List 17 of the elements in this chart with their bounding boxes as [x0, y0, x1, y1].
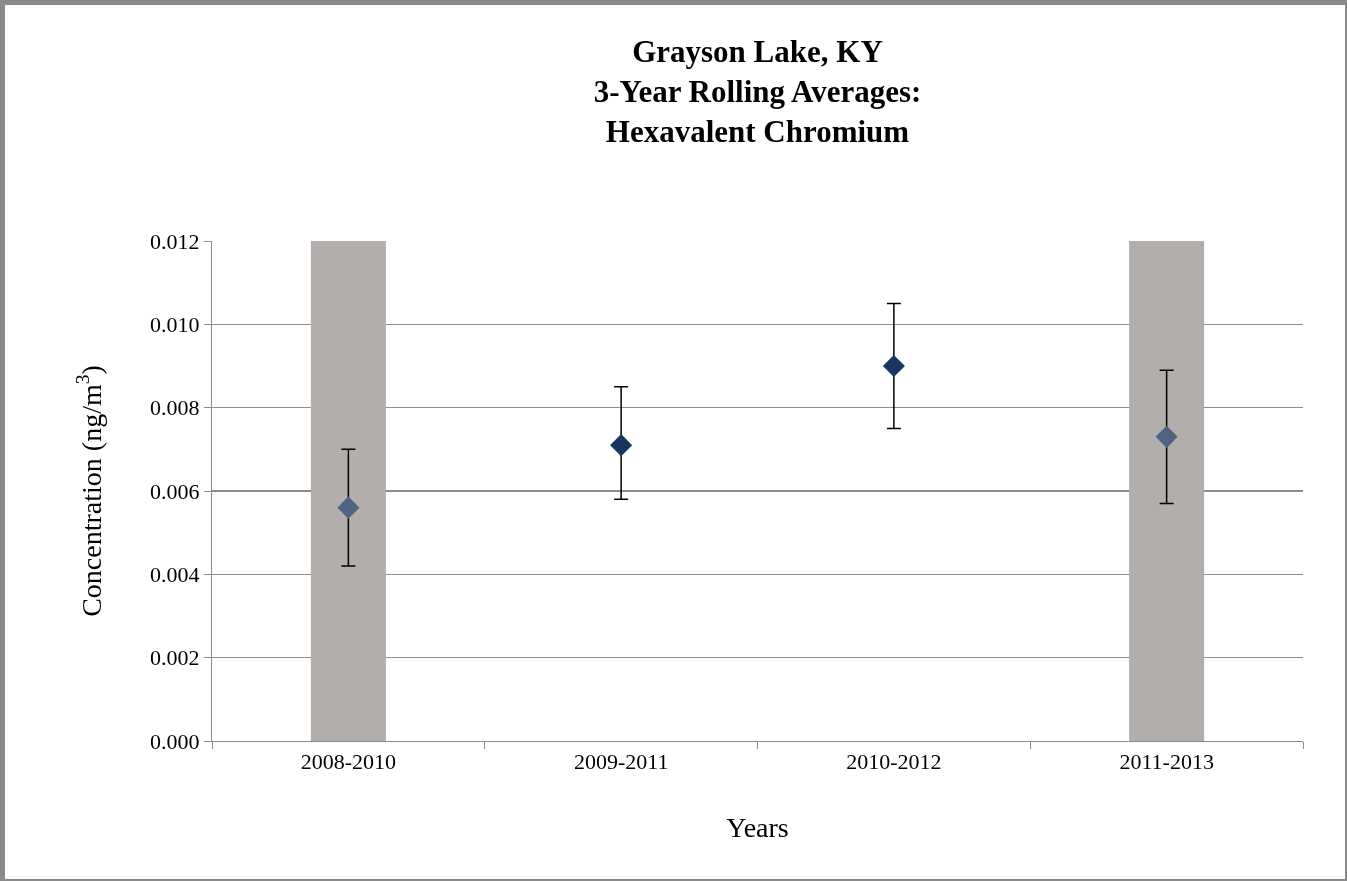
y-tick-label: 0.010: [149, 312, 200, 338]
x-tick-label: 2008-2010: [300, 748, 397, 774]
point: [1155, 425, 1178, 448]
y-tick-label: 0.002: [149, 645, 200, 671]
point: [610, 434, 633, 457]
x-tick-label: 2009-2011: [573, 748, 669, 774]
y-tick-label: 0.012: [149, 228, 200, 254]
point: [882, 354, 905, 378]
chart-title: Grayson Lake, KY 3-Year Rolling Averages: Hexavalent Chromium: [593, 33, 922, 150]
point: [337, 496, 360, 519]
x-tick-label: 2010-2012: [846, 748, 942, 774]
x-tick-label: 2011-2013: [1119, 748, 1214, 774]
x-axis-title: Years: [726, 811, 789, 843]
y-tick-label: 0.004: [149, 562, 200, 588]
y-tick-label: 0.000: [149, 728, 200, 754]
y-tick-label: 0.008: [149, 395, 200, 421]
y-tick-label: 0.006: [149, 478, 200, 504]
